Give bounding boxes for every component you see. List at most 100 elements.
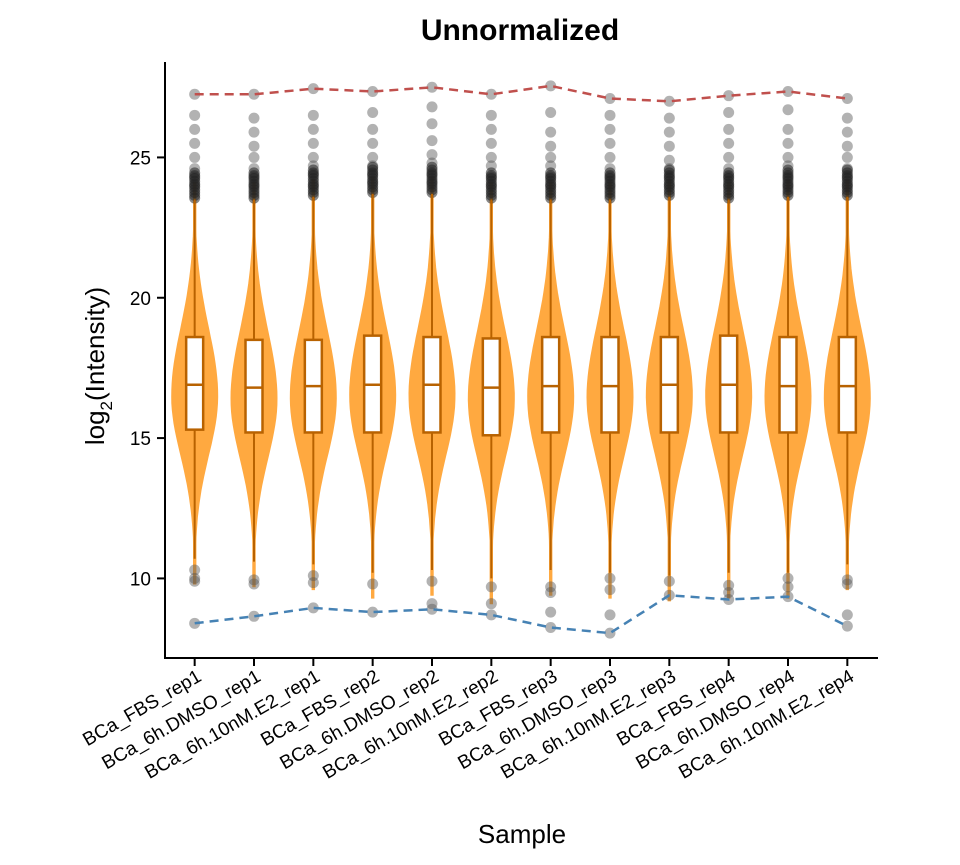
outlier-point-high [604,109,616,121]
boxes-group [184,193,858,579]
outlier-point-low [485,598,497,610]
outlier-point-high [545,151,557,163]
outlier-point-high [723,151,735,163]
outlier-point-low [248,574,260,586]
outlier-point-high [841,112,853,124]
y-axis-title: log2(Intensity) [80,287,116,445]
outlier-point-low [426,603,438,615]
outlier-point-high [189,137,201,149]
outlier-point-cluster [841,164,853,176]
y-tick-label: 20 [130,289,151,310]
outlier-point-low [841,578,853,590]
x-ticks-group: BCa_FBS_rep1BCa_6h.DMSO_rep1BCa_6h.10nM.… [79,658,858,784]
box [778,335,798,434]
outlier-point-high [604,137,616,149]
outlier-point-low [426,575,438,587]
outlier-point-high [485,137,497,149]
outlier-point-cluster [604,167,616,179]
box [184,335,205,431]
outlier-point-high [782,151,794,163]
outlier-point-high [782,137,794,149]
outlier-point-low [367,578,379,590]
plot-area [171,80,871,639]
outlier-point-high [248,126,260,138]
outlier-point-high [782,104,794,116]
outlier-point-low [545,581,557,593]
outlier-point-low [367,606,379,618]
box [244,338,264,434]
outlier-point-high [307,109,319,121]
outlier-point-high [189,123,201,135]
outlier-point-cluster [545,167,557,179]
outlier-point-high [307,123,319,135]
outlier-point-high [426,81,438,93]
outlier-point-cluster [663,164,675,176]
outlier-point-low [307,602,319,614]
y-axis-title-subscript: 2 [97,401,116,410]
outlier-point-high [189,88,201,100]
outlier-point-high [367,151,379,163]
outlier-point-high [782,85,794,97]
outlier-point-high [426,135,438,147]
outlier-point-high [307,137,319,149]
outlier-point-cluster [189,167,201,179]
outlier-point-high [841,92,853,104]
y-tick-label: 10 [130,569,151,590]
outlier-point-high [663,112,675,124]
outlier-point-high [663,140,675,152]
y-tick-label: 25 [130,148,151,169]
outlier-point-high [782,123,794,135]
outlier-point-low [841,620,853,632]
outlier-point-high [485,109,497,121]
outlier-point-high [663,95,675,107]
max-dashed-line [194,84,848,103]
outlier-point-high [723,123,735,135]
outlier-point-low [189,575,201,587]
outlier-point-low [723,579,735,591]
min-dashed-line [194,594,848,635]
outlier-point-low [248,578,260,590]
outlier-point-high [545,126,557,138]
outlier-point-high [367,137,379,149]
outlier-point-high [189,109,201,121]
outlier-point-high [426,118,438,130]
outlier-point-high [367,85,379,97]
outlier-point-high [485,123,497,135]
outlier-point-high [485,88,497,100]
outlier-point-low [189,617,201,629]
outlier-point-high [248,140,260,152]
outlier-point-high [248,112,260,124]
outlier-point-high [545,140,557,152]
y-ticks-group: 10 15 20 25 [130,148,165,590]
outlier-point-low [545,606,557,618]
x-axis-title: Sample [478,819,566,849]
y-axis-title-main: log [80,410,110,445]
outlier-point-high [723,107,735,119]
box [600,335,620,434]
outlier-point-high [663,126,675,138]
outlier-point-low [604,609,616,621]
outlier-point-low [545,586,557,598]
chart-title: Unnormalized [421,14,619,47]
outlier-point-low [841,609,853,621]
outlier-point-cluster [723,167,735,179]
outlier-point-low [782,581,794,593]
outlier-point-low [189,572,201,584]
outlier-point-cluster [307,164,319,176]
outlier-point-high [841,151,853,163]
outlier-point-cluster [485,167,497,179]
outlier-point-low [604,572,616,584]
box [540,335,561,434]
outlier-point-high [485,151,497,163]
outlier-point-low [248,610,260,622]
outlier-point-high [604,151,616,163]
outlier-point-high [604,92,616,104]
outlier-point-high [307,151,319,163]
outlier-point-low [426,598,438,610]
outlier-point-low [841,574,853,586]
outlier-point-high [189,151,201,163]
outlier-point-high [248,88,260,100]
outlier-point-low [307,577,319,589]
outlier-point-high [367,107,379,119]
outlier-point-low [604,584,616,596]
